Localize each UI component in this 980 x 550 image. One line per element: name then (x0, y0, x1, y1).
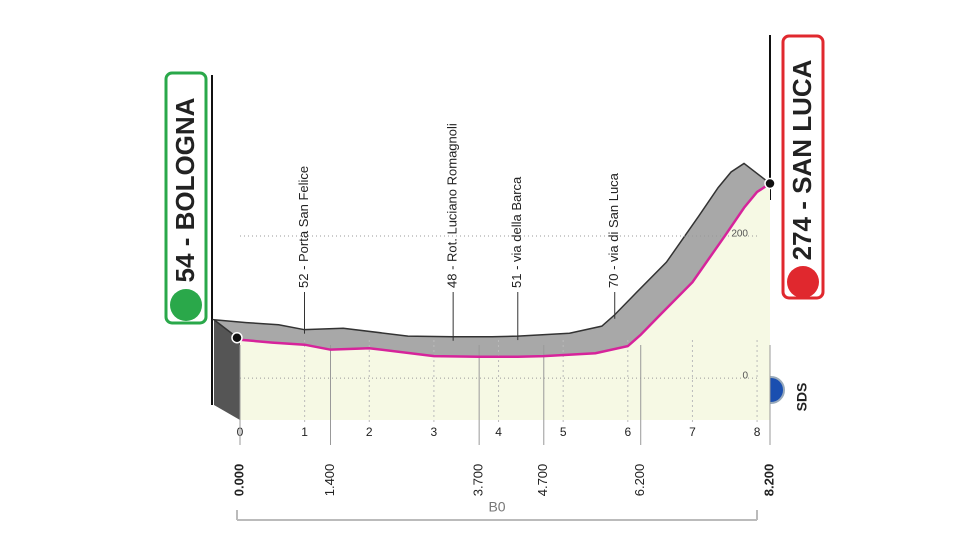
y-tick-label: 0 (742, 371, 748, 382)
finish-icon (787, 266, 819, 298)
km-label: 3 (431, 425, 438, 439)
start-icon (170, 289, 202, 321)
elevation-line (239, 182, 771, 359)
km-label: 6 (624, 425, 631, 439)
distance-label: 1.400 (322, 464, 337, 497)
finish-dot (764, 177, 776, 190)
distance-label: 8.200 (761, 464, 776, 497)
footer-label: B0 (488, 499, 505, 515)
side-face (214, 319, 240, 420)
km-label: 5 (560, 425, 567, 439)
km-label: 2 (366, 425, 373, 439)
km-label: 4 (495, 425, 502, 439)
distance-label: 6.200 (632, 464, 647, 497)
km-label: 7 (689, 425, 696, 439)
ground-fill (240, 183, 770, 420)
start-dot (231, 331, 243, 344)
waypoint-label: 51 - via della Barca (509, 176, 524, 288)
km-label: 1 (301, 425, 308, 439)
finish-label: 274 - SAN LUCA (787, 59, 817, 260)
start-label: 54 - BOLOGNA (170, 97, 200, 282)
waypoint-label: 70 - via di San Luca (606, 172, 621, 288)
waypoint-label: 48 - Rot. Luciano Romagnoli (445, 123, 460, 288)
waypoint-label: 52 - Porta San Felice (296, 166, 311, 288)
distance-label: 0.000 (231, 464, 246, 497)
distance-label: 3.700 (471, 464, 486, 497)
start-box (164, 71, 208, 325)
finish-code: SDS (794, 383, 810, 412)
distance-label: 4.700 (535, 464, 550, 497)
y-tick-label: 200 (731, 229, 748, 240)
km-label: 8 (754, 425, 761, 439)
